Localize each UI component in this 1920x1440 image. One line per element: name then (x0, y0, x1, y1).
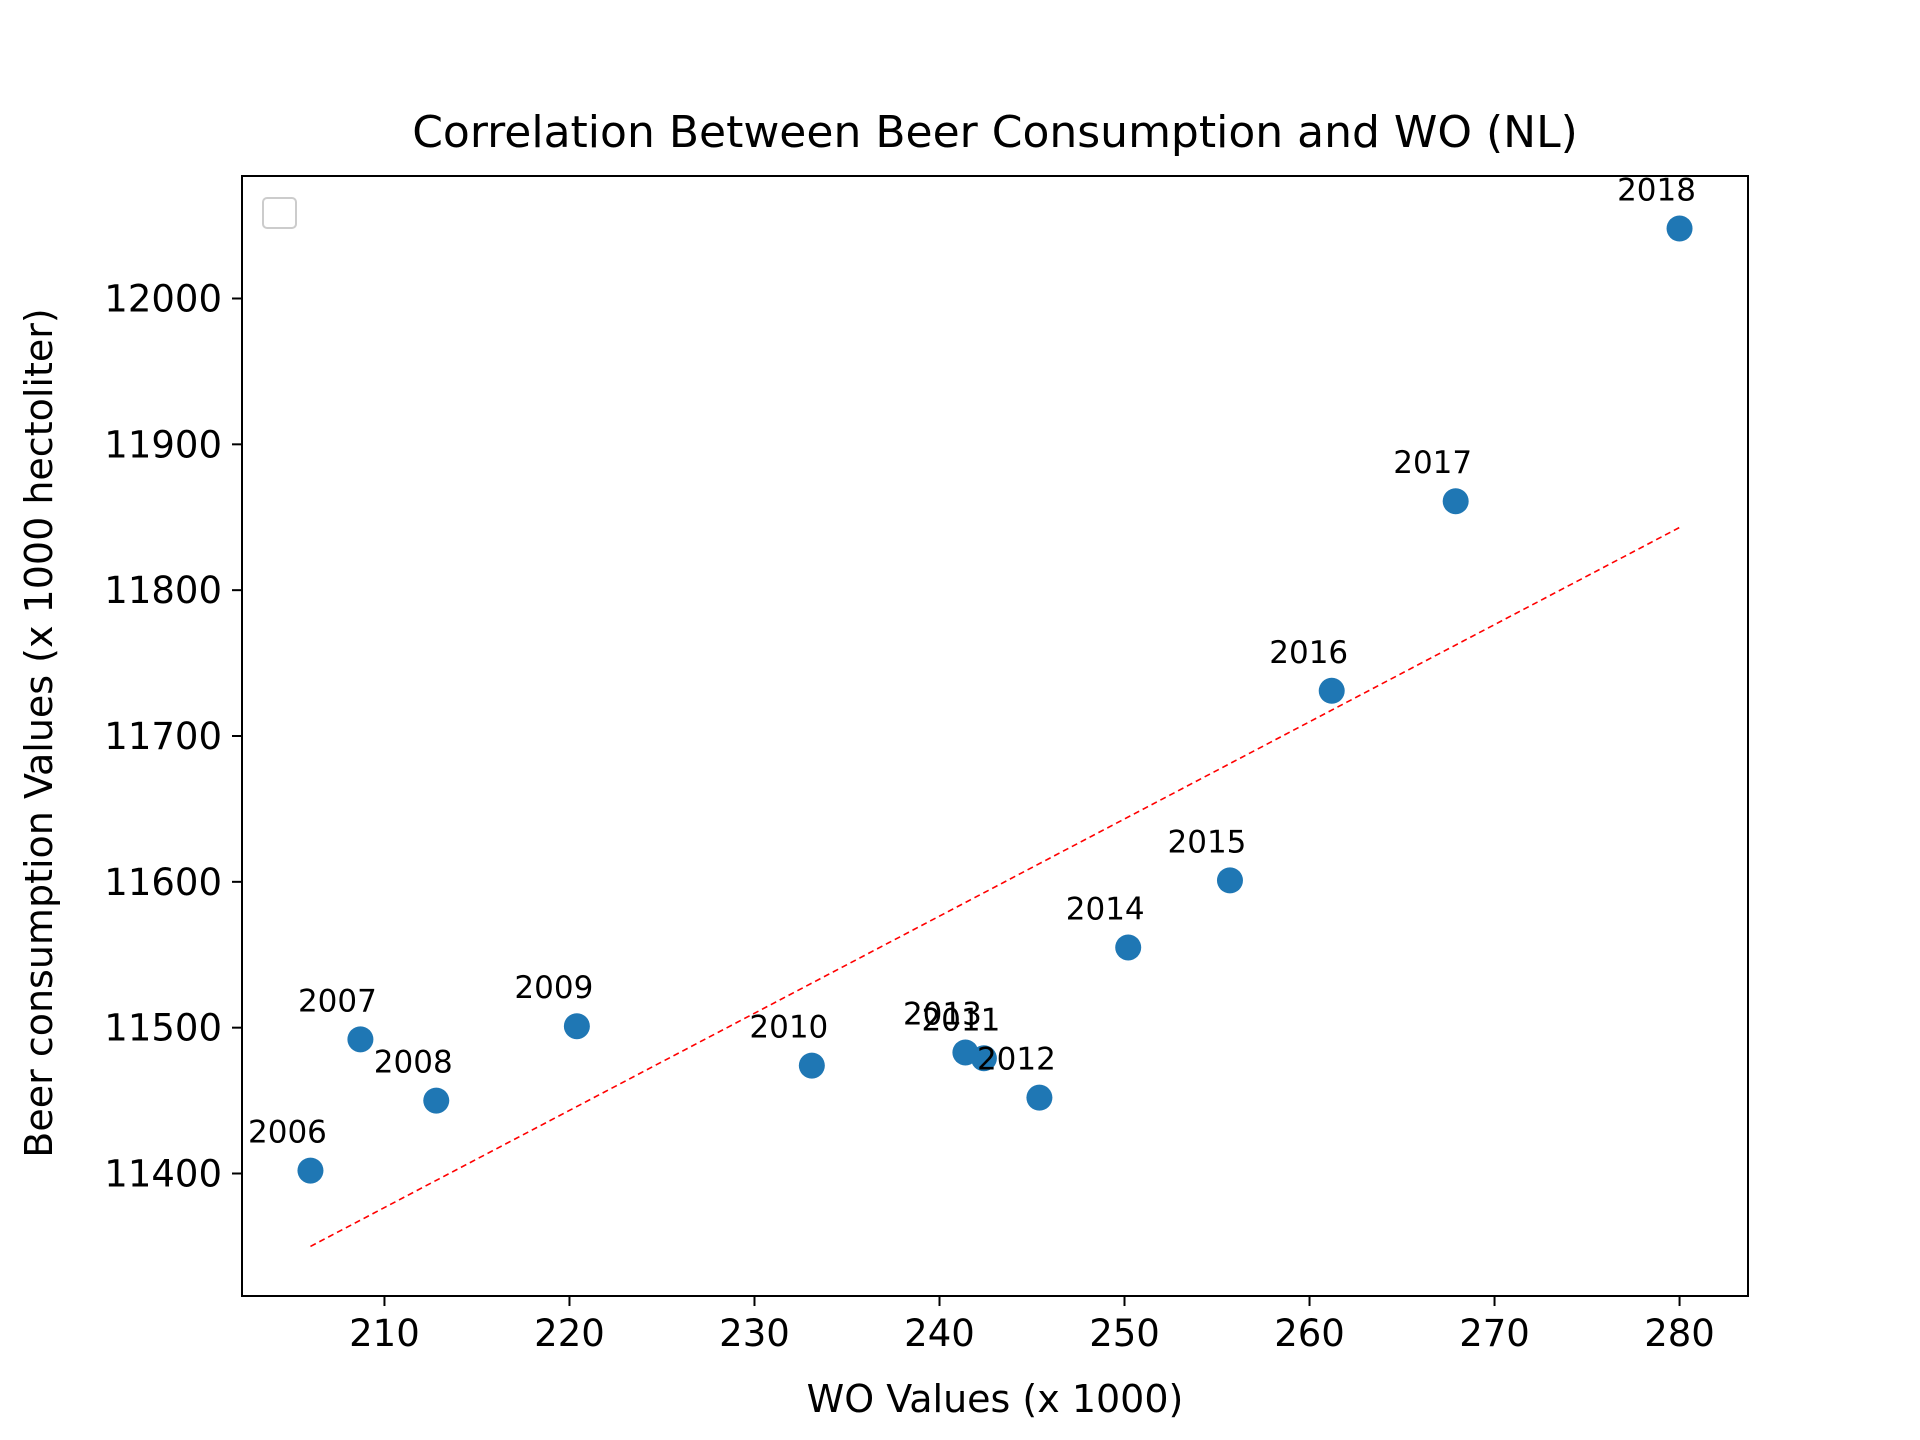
x-tick-label-250: 250 (1089, 1312, 1160, 1355)
data-point-2014 (1115, 934, 1142, 961)
point-label-2012: 2012 (977, 1042, 1056, 1078)
data-point-2013 (952, 1039, 979, 1066)
trend-line (310, 526, 1680, 1248)
point-label-2016: 2016 (1269, 635, 1348, 671)
x-tick-label-220: 220 (534, 1312, 605, 1355)
point-label-2017: 2017 (1393, 445, 1472, 481)
point-label-2011: 2011 (921, 1002, 1000, 1038)
x-tick-label-270: 270 (1459, 1312, 1530, 1355)
legend-box (262, 197, 297, 229)
y-tick-label-11600: 11600 (104, 861, 222, 904)
data-point-2017 (1442, 488, 1469, 515)
data-point-2018 (1666, 215, 1693, 242)
plot-area: 2006 2007 2008 2009 2010 2011 2012 2013 2014 2015… (104, 173, 1749, 1355)
point-label-2009: 2009 (514, 970, 593, 1006)
data-point-2012 (1026, 1084, 1053, 1111)
point-label-2015: 2015 (1168, 824, 1247, 860)
x-tick-label-210: 210 (349, 1312, 420, 1355)
x-tick-label-280: 280 (1644, 1312, 1715, 1355)
point-label-2018: 2018 (1617, 173, 1696, 209)
point-label-2006: 2006 (248, 1115, 327, 1151)
y-tick-label-12000: 12000 (104, 278, 222, 321)
y-tick-label-11700: 11700 (104, 715, 222, 758)
data-point-2010 (798, 1052, 825, 1079)
data-point-2006 (297, 1157, 324, 1184)
y-tick-label-11900: 11900 (104, 423, 222, 466)
data-point-2016 (1318, 677, 1345, 704)
x-tick-label-260: 260 (1274, 1312, 1345, 1355)
x-tick-label-240: 240 (904, 1312, 975, 1355)
data-point-2007 (347, 1026, 374, 1053)
data-point-2008 (423, 1087, 450, 1114)
data-point-2015 (1216, 867, 1243, 894)
point-label-2014: 2014 (1066, 891, 1145, 927)
y-axis-label: Beer consumption Values (x 1000 hectolit… (17, 308, 61, 1157)
y-tick-label-11500: 11500 (104, 1007, 222, 1050)
point-label-2013: 2013 (903, 996, 982, 1032)
point-label-2008: 2008 (374, 1045, 453, 1081)
point-label-2007: 2007 (298, 983, 377, 1019)
point-label-2010: 2010 (749, 1010, 828, 1046)
data-point-2009 (563, 1013, 590, 1040)
y-tick-label-11400: 11400 (104, 1153, 222, 1196)
x-tick-label-230: 230 (719, 1312, 790, 1355)
y-tick-label-11800: 11800 (104, 569, 222, 612)
chart-title: Correlation Between Beer Consumption and… (412, 107, 1578, 158)
x-axis-label: WO Values (x 1000) (807, 1377, 1184, 1421)
